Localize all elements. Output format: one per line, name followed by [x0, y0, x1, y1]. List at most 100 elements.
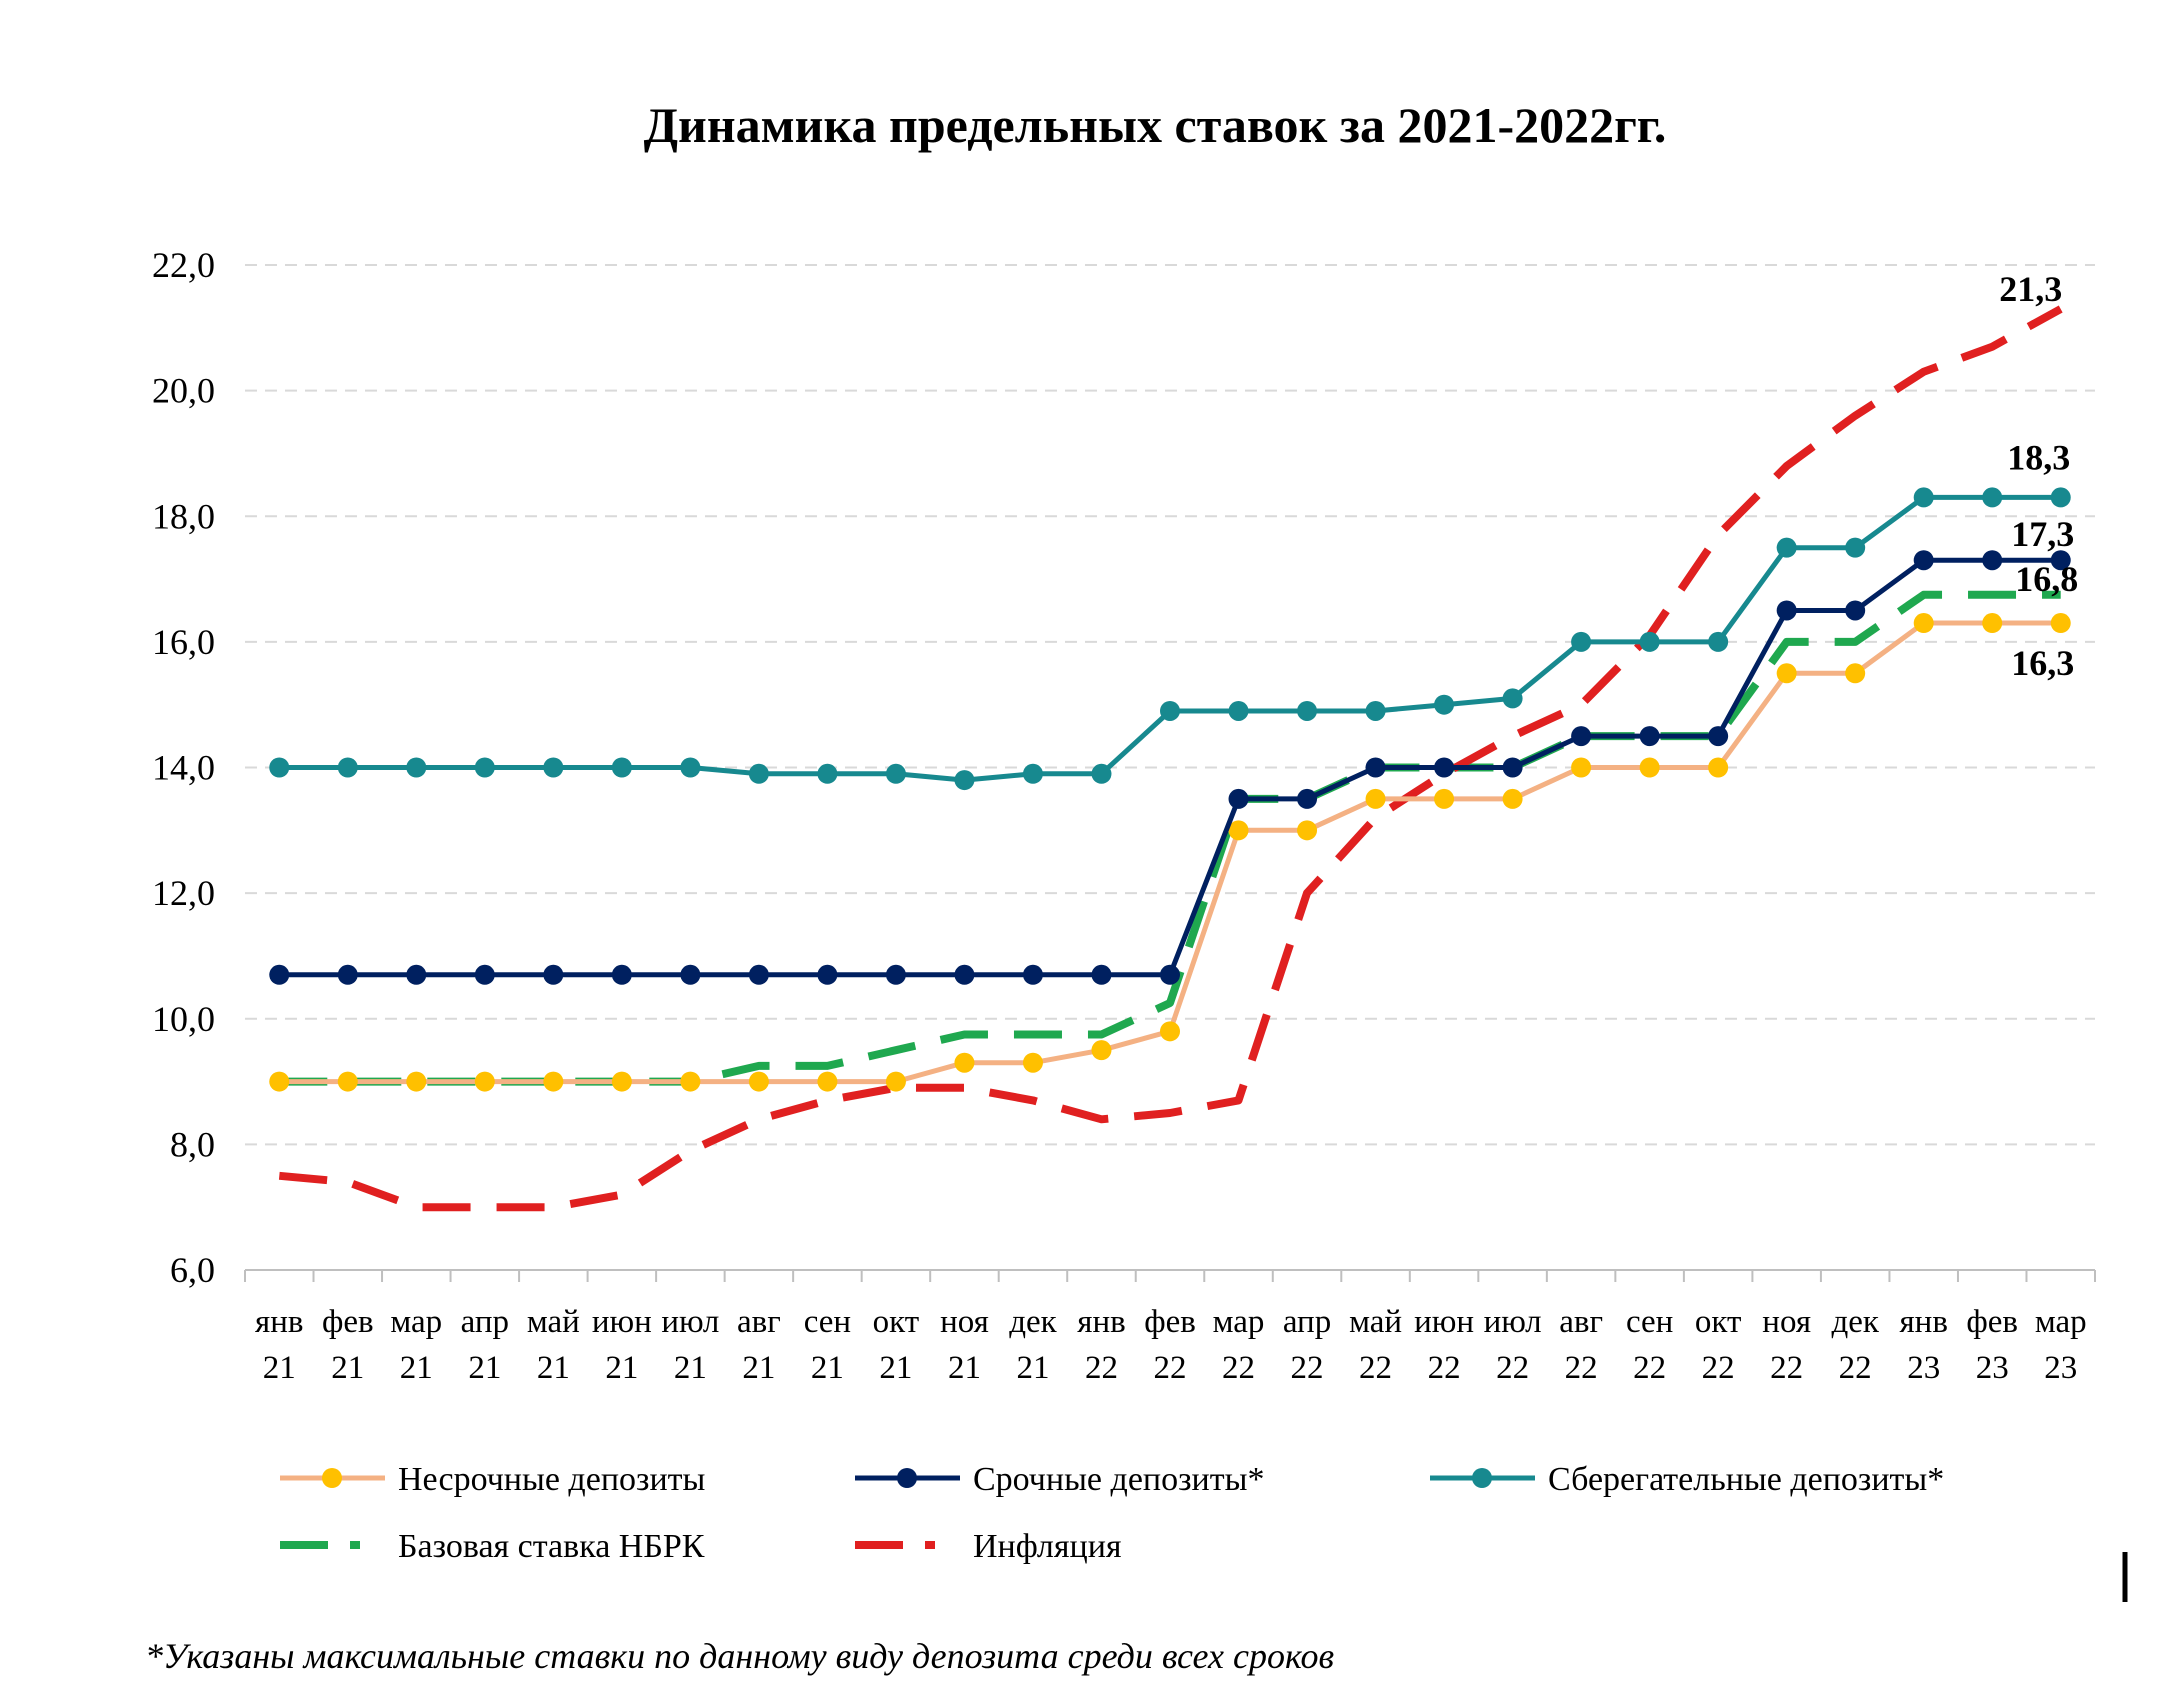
end-value-label: 18,3: [2007, 437, 2070, 477]
x-tick-label-year: 22: [1565, 1350, 1598, 1386]
y-tick-label: 16,0: [152, 622, 215, 662]
x-tick-label-year: 22: [1085, 1350, 1118, 1386]
x-tick-label-month: янв: [255, 1304, 303, 1340]
x-tick-label-year: 23: [2044, 1350, 2077, 1386]
x-tick-label-month: окт: [1695, 1304, 1742, 1340]
data-point: [2050, 550, 2071, 571]
x-tick-label-month: дек: [1009, 1304, 1057, 1340]
data-point: [1297, 788, 1318, 809]
data-point: [885, 763, 906, 784]
legend-label: Сберегательные депозиты*: [1548, 1461, 1944, 1498]
data-point: [817, 763, 838, 784]
data-point: [1228, 788, 1249, 809]
footnote: *Указаны максимальные ставки по данному …: [145, 1636, 1334, 1676]
data-point: [1160, 1021, 1180, 1042]
data-point: [1434, 788, 1455, 809]
end-value-label: 16,8: [2015, 559, 2078, 599]
x-tick-label-month: мар: [2035, 1304, 2087, 1340]
data-point: [748, 964, 769, 985]
data-point: [611, 757, 632, 778]
legend-item: Несрочные депозиты: [280, 1461, 706, 1498]
legend-label: Несрочные депозиты: [398, 1461, 706, 1498]
plot-area: [269, 305, 2071, 1212]
legend-marker: [897, 1468, 917, 1488]
series-0: [269, 613, 2071, 1092]
data-point: [474, 1071, 495, 1092]
x-tick-label-year: 21: [674, 1350, 707, 1386]
data-point: [1365, 700, 1386, 721]
data-point: [817, 1071, 838, 1092]
y-tick-label: 14,0: [152, 748, 215, 788]
legend-label: Срочные депозиты*: [973, 1461, 1264, 1498]
x-tick-label-month: июл: [661, 1304, 719, 1340]
x-tick-label-year: 21: [400, 1350, 433, 1386]
data-point: [1297, 700, 1318, 721]
data-point: [1502, 788, 1523, 809]
legend-marker: [322, 1468, 342, 1488]
y-tick-label: 22,0: [152, 245, 215, 285]
data-point: [748, 1071, 769, 1092]
data-point: [1708, 726, 1729, 747]
y-tick-label: 8,0: [170, 1124, 215, 1164]
data-point: [337, 964, 358, 985]
x-tick-label-year: 21: [331, 1350, 364, 1386]
x-tick-label-year: 22: [1633, 1350, 1666, 1386]
data-point: [1776, 537, 1797, 558]
x-tick-label-year: 22: [1291, 1350, 1324, 1386]
x-tick-label-month: мар: [1213, 1304, 1265, 1340]
x-tick-label-year: 21: [948, 1350, 981, 1386]
x-tick-label-month: окт: [873, 1304, 920, 1340]
data-point: [1022, 763, 1043, 784]
data-point: [1160, 964, 1180, 985]
data-point: [1913, 613, 1934, 634]
data-point: [1022, 964, 1043, 985]
data-point: [1639, 631, 1660, 652]
end-value-label: 21,3: [1999, 269, 2062, 309]
data-point: [1913, 487, 1934, 508]
x-tick-label-year: 22: [1154, 1350, 1187, 1386]
x-tick-label-month: дек: [1831, 1304, 1879, 1340]
x-tick-label-month: фев: [1966, 1304, 2018, 1340]
legend-item: Базовая ставка НБРК: [280, 1528, 705, 1565]
x-tick-label-year: 21: [1016, 1350, 1049, 1386]
data-point: [680, 757, 701, 778]
data-point: [1365, 788, 1386, 809]
x-tick-label-year: 22: [1359, 1350, 1392, 1386]
x-tick-label-year: 22: [1496, 1350, 1529, 1386]
end-labels: 16,3 17,3 18,3 16,8 21,3: [1999, 269, 2078, 683]
x-tick-label-year: 21: [537, 1350, 570, 1386]
data-point: [1571, 757, 1592, 778]
data-point: [269, 964, 290, 985]
series-line: [278, 305, 2063, 1212]
data-point: [474, 964, 495, 985]
x-tick-label-month: мар: [390, 1304, 442, 1340]
y-tick-label: 18,0: [152, 496, 215, 536]
legend-item: Срочные депозиты*: [855, 1461, 1264, 1498]
chart-title: Динамика предельных ставок за 2021-2022г…: [644, 97, 1667, 153]
x-tick-label-month: ноя: [1762, 1304, 1811, 1340]
x-tick-label-year: 22: [1770, 1350, 1803, 1386]
data-point: [1708, 757, 1729, 778]
data-point: [543, 757, 564, 778]
x-tick-label-month: май: [527, 1304, 580, 1340]
data-point: [1845, 537, 1866, 558]
data-point: [680, 1071, 701, 1092]
data-point: [611, 1071, 632, 1092]
data-point: [1776, 663, 1797, 684]
data-point: [1982, 550, 2003, 571]
y-tick-label: 20,0: [152, 371, 215, 411]
series-4: [278, 305, 2063, 1212]
legend: Несрочные депозиты Срочные депозиты* Сбере…: [280, 1461, 1944, 1565]
data-point: [1365, 757, 1386, 778]
y-axis: 6,0 8,0 10,0 12,0 14,0 16,0 18,0 20,0 22,0: [152, 245, 215, 1290]
x-tick-label-month: фев: [322, 1304, 374, 1340]
x-tick-label-month: фев: [1144, 1304, 1196, 1340]
data-point: [269, 757, 290, 778]
data-point: [1022, 1052, 1043, 1073]
legend-item: Инфляция: [855, 1528, 1122, 1565]
data-point: [1571, 631, 1592, 652]
data-point: [543, 964, 564, 985]
data-point: [1845, 663, 1866, 684]
x-tick-label-month: авг: [1559, 1304, 1603, 1340]
x-tick-label-month: июн: [1414, 1304, 1474, 1340]
